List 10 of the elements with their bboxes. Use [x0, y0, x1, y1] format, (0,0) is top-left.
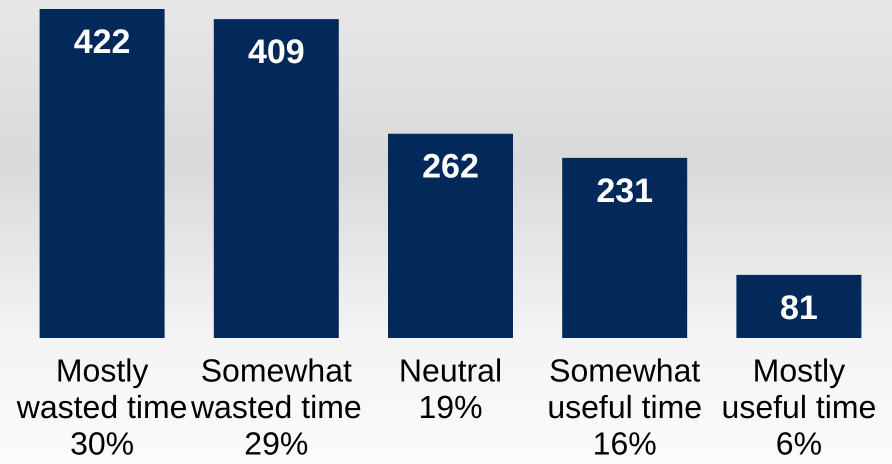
- x-tick-label: Mostly wasted time 30%: [16, 352, 188, 462]
- data-label: 81: [780, 288, 818, 327]
- x-tick-label: Somewhat wasted time 29%: [190, 352, 362, 462]
- data-label: 231: [596, 172, 654, 210]
- data-label: 262: [422, 148, 479, 186]
- x-tick-label: Neutral 19%: [398, 352, 502, 425]
- x-tick-label: Somewhat useful time 16%: [547, 352, 702, 462]
- x-tick-label: Mostly useful time 6%: [722, 352, 876, 462]
- data-label: 409: [248, 33, 305, 72]
- data-label: 422: [74, 23, 130, 61]
